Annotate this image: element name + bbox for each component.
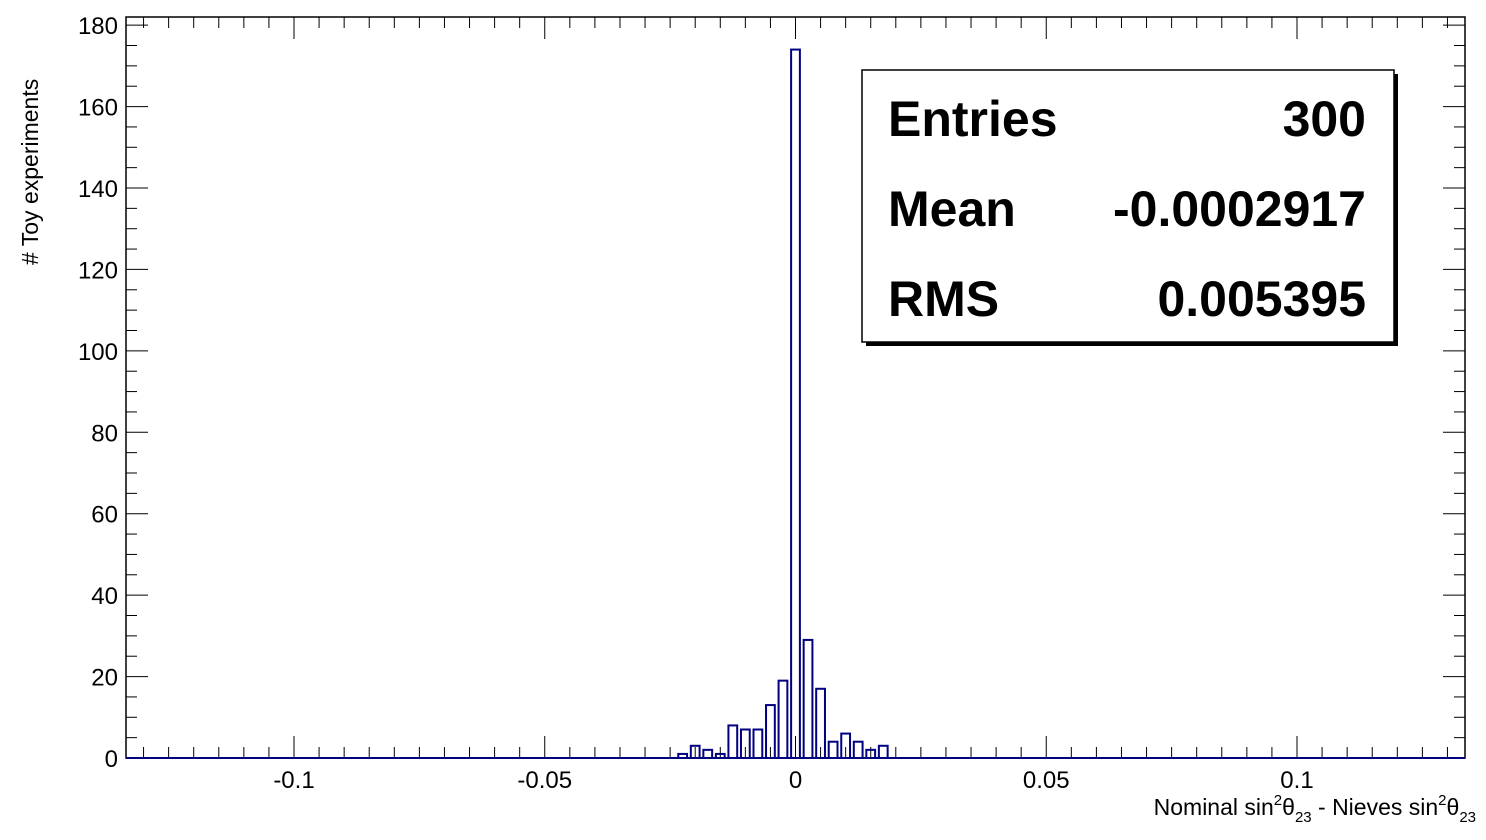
x-axis-title-part: Nominal sin — [1154, 794, 1274, 820]
x-axis-title-theta: θ — [1447, 794, 1460, 820]
histogram-bars — [677, 48, 889, 760]
histogram-bar — [790, 48, 801, 760]
x-tick-label: 0.05 — [1023, 767, 1070, 794]
histogram-bar — [702, 748, 714, 759]
x-axis-title-theta: θ — [1282, 794, 1295, 820]
stats-rms-value: 0.005395 — [1157, 271, 1366, 327]
stats-mean-label: Mean — [888, 181, 1016, 237]
y-tick-label: 140 — [78, 176, 118, 203]
x-axis-title: Nominal sin2θ23 - Nieves sin2θ23 — [1154, 792, 1476, 826]
stats-rms-label: RMS — [888, 271, 999, 327]
x-tick-label: 0 — [789, 767, 802, 794]
stats-entries-value: 300 — [1283, 91, 1366, 147]
axis-ticks — [126, 17, 1465, 759]
y-tick-label: 120 — [78, 257, 118, 284]
y-tick-label: 100 — [78, 339, 118, 366]
stats-box: Entries 300 Mean -0.0002917 RMS 0.005395 — [861, 69, 1398, 346]
y-tick-label: 180 — [78, 13, 118, 40]
y-tick-label: 60 — [91, 502, 118, 529]
x-axis-title-sup: 2 — [1274, 792, 1282, 809]
histogram-bar — [777, 679, 789, 760]
y-tick-label: 0 — [105, 746, 118, 773]
x-tick-label: -0.1 — [273, 767, 314, 794]
stats-box-frame — [861, 69, 1395, 343]
x-tick-labels: -0.1 -0.05 0 0.05 0.1 — [273, 767, 1313, 794]
y-axis-title: # Toy experiments — [17, 79, 43, 265]
y-tick-label: 160 — [78, 95, 118, 122]
histogram-bar — [827, 740, 839, 760]
stats-mean-value: -0.0002917 — [1113, 181, 1366, 237]
histogram-bar — [877, 744, 889, 759]
histogram-bar — [752, 728, 764, 759]
histogram-bar — [727, 724, 739, 760]
histogram-bar — [852, 740, 864, 760]
stats-entries-label: Entries — [888, 91, 1058, 147]
x-axis-title-sup: 2 — [1438, 792, 1446, 809]
x-tick-label: 0.1 — [1280, 767, 1313, 794]
y-tick-label: 20 — [91, 665, 118, 692]
x-axis-title-part: - Nieves sin — [1312, 794, 1439, 820]
y-tick-labels: 0 20 40 60 80 100 120 140 160 180 — [78, 13, 118, 773]
y-tick-label: 80 — [91, 420, 118, 447]
histogram-bar — [802, 638, 814, 760]
x-axis-title-sub: 23 — [1459, 809, 1476, 826]
x-tick-label: -0.05 — [517, 767, 572, 794]
y-tick-label: 40 — [91, 583, 118, 610]
x-axis-title-sub: 23 — [1295, 809, 1312, 826]
